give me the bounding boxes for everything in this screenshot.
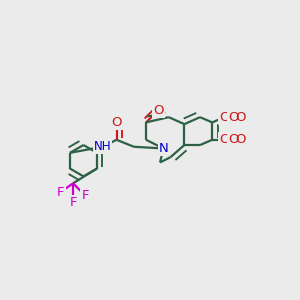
Text: O: O xyxy=(228,111,238,124)
Text: F: F xyxy=(57,185,64,199)
Text: N: N xyxy=(159,142,168,155)
Text: O: O xyxy=(153,104,164,117)
Text: O: O xyxy=(219,111,230,124)
Text: F: F xyxy=(82,189,89,202)
Text: F: F xyxy=(69,196,77,209)
Text: O: O xyxy=(219,133,230,146)
Text: O: O xyxy=(111,116,122,129)
Text: O: O xyxy=(236,133,246,146)
Text: O: O xyxy=(236,111,246,124)
Text: O: O xyxy=(228,133,238,146)
Text: NH: NH xyxy=(94,140,111,153)
